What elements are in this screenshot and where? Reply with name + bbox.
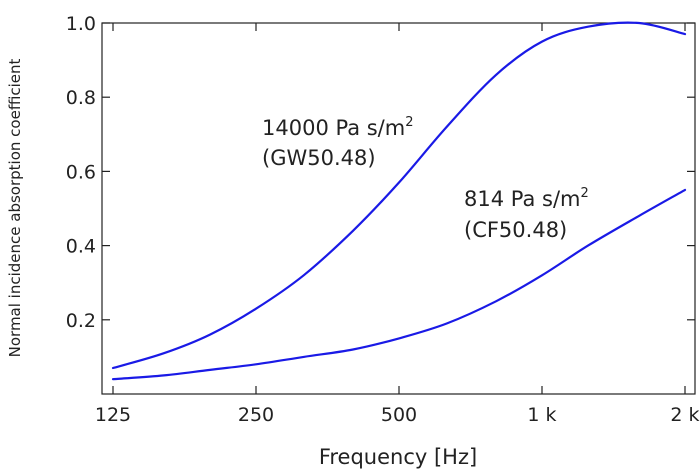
y-axis-title: Normal incidence absorption coefficient xyxy=(6,59,24,358)
x-axis-title: Frequency [Hz] xyxy=(319,445,477,469)
series-line-cf50-48 xyxy=(111,188,687,381)
annotation-gw-main: 14000 Pa s/m2 xyxy=(262,115,414,140)
annotation-cf-main: 814 Pa s/m2 xyxy=(464,186,589,211)
y-tick-label: 1.0 xyxy=(66,13,96,35)
y-tick-label: 0.2 xyxy=(66,310,96,332)
annotation-gw-text: 14000 Pa s/m xyxy=(262,116,405,140)
y-tick-label: 0.8 xyxy=(66,87,96,109)
y-tick-label: 0.6 xyxy=(66,161,96,183)
annotation-cf-text: 814 Pa s/m xyxy=(464,187,581,211)
annotation-cf-label: (CF50.48) xyxy=(464,218,567,242)
annotation-gw-superscript: 2 xyxy=(405,115,413,130)
x-tick-label: 2 k xyxy=(670,404,699,426)
x-tick-label: 250 xyxy=(238,404,274,426)
series-line-gw50-48 xyxy=(111,21,687,370)
tick-layer: 125 250 500 1 k 2 k 0.2 0.4 0.6 0.8 1.0 xyxy=(66,13,700,426)
annotation-gw-label: (GW50.48) xyxy=(262,146,376,170)
x-tick-label: 125 xyxy=(95,404,131,426)
x-tick-label: 500 xyxy=(381,404,417,426)
annotation-cf-superscript: 2 xyxy=(581,186,589,201)
y-tick-label: 0.4 xyxy=(66,236,96,258)
series-layer xyxy=(111,21,687,381)
x-tick-label: 1 k xyxy=(527,404,556,426)
